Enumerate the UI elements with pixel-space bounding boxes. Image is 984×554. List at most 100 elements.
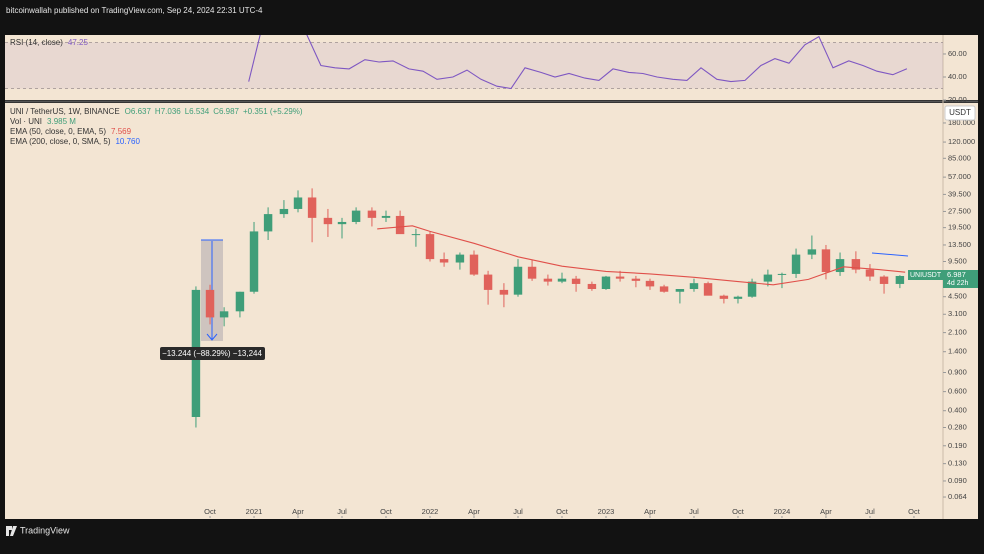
- candle-body: [645, 280, 655, 287]
- y-tick-label: 60.00: [948, 49, 967, 58]
- y-tick-label: 85.000: [948, 153, 971, 162]
- x-tick-label: 2022: [422, 507, 439, 516]
- rsi-title: RSI (14, close) 47.25: [10, 38, 88, 47]
- measure-label-box: [160, 347, 265, 360]
- candle-body: [235, 291, 245, 312]
- ema-line: [377, 225, 906, 286]
- y-tick-label: 0.280: [948, 422, 967, 431]
- candle-body: [879, 276, 889, 284]
- price-plot: [191, 188, 909, 428]
- measure-arrowhead: [206, 333, 218, 341]
- candle-body: [323, 217, 333, 225]
- y-tick-label: 3.100: [948, 309, 967, 318]
- candle-body: [351, 210, 361, 222]
- close: C6.987: [213, 107, 239, 116]
- candle-body: [425, 234, 435, 260]
- legend-ema200: EMA (200, close, 0, SMA, 5) 10.760: [10, 137, 141, 146]
- rsi-line: [248, 35, 908, 90]
- candle-body: [249, 231, 259, 292]
- x-tick-label: Apr: [468, 507, 480, 516]
- x-tick-label: Jul: [337, 507, 347, 516]
- low: L6.534: [185, 107, 210, 116]
- candle-body: [571, 278, 581, 284]
- symbol-tag: [908, 270, 943, 280]
- x-tick-label: Oct: [732, 507, 745, 516]
- legend-ema50: EMA (50, close, 0, EMA, 5) 7.569: [10, 127, 132, 136]
- candle-body: [821, 249, 831, 273]
- x-tick-label: Apr: [644, 507, 656, 516]
- candle-body: [601, 276, 611, 290]
- x-tick-label: Apr: [820, 507, 832, 516]
- candle-body: [439, 259, 449, 263]
- candle-body: [499, 289, 509, 295]
- candle-body: [557, 278, 567, 282]
- y-tick-label: 2.100: [948, 328, 967, 337]
- price-tag: [943, 270, 978, 288]
- ema50-value: 7.569: [111, 127, 132, 136]
- x-tick-label: 2023: [598, 507, 615, 516]
- trend-line: [871, 252, 909, 257]
- candle-body: [851, 259, 861, 270]
- candle-body: [703, 283, 713, 296]
- candle-body: [865, 269, 875, 277]
- x-tick-label: Jul: [689, 507, 699, 516]
- y-tick-label: 0.130: [948, 459, 967, 468]
- candle-body: [719, 295, 729, 299]
- y-tick-label: 0.900: [948, 367, 967, 376]
- symbol: UNI / TetherUS, 1W, BINANCE: [10, 107, 120, 116]
- y-tick-label: 27.500: [948, 206, 971, 215]
- y-tick-label: 0.400: [948, 406, 967, 415]
- y-tick-label: 0.190: [948, 441, 967, 450]
- rsi-name: RSI (14, close): [10, 38, 63, 47]
- candle-body: [733, 296, 743, 299]
- y-tick-label: 0.090: [948, 476, 967, 485]
- logo: [6, 526, 17, 536]
- measure-label: −13.244 (−88.29%) −13,244: [162, 349, 262, 358]
- candle-body: [395, 215, 405, 235]
- candle-body: [835, 259, 845, 273]
- y-tick-label: 39.500: [948, 189, 971, 198]
- candle-body: [791, 254, 801, 274]
- candle-body: [263, 214, 273, 232]
- axes: 60.00 40.00 20.00 180.000 120.000 85.000 57.00…: [204, 49, 975, 518]
- price-tag-countdown: 4d 22h: [947, 280, 969, 287]
- x-tick-label: Jul: [513, 507, 523, 516]
- y-tick-label: 57.000: [948, 172, 971, 181]
- volume-value: 3.985 M: [47, 117, 76, 126]
- candle-body: [469, 254, 479, 275]
- candle-body: [367, 210, 377, 218]
- y-tick-label: 0.064: [948, 492, 967, 501]
- x-tick-label: Oct: [908, 507, 921, 516]
- rsi-pane: [5, 35, 978, 100]
- candle-body: [807, 249, 817, 255]
- y-tick-label: 120.000: [948, 137, 975, 146]
- change: +0.351 (+5.29%): [243, 107, 303, 116]
- candle-body: [747, 281, 757, 297]
- x-tick-label: Oct: [204, 507, 217, 516]
- candle-body: [675, 289, 685, 292]
- symbol-tag-text: UNIUSDT: [910, 272, 942, 279]
- x-tick-label: 2021: [246, 507, 263, 516]
- candle-body: [777, 273, 787, 275]
- ema200-value: 10.760: [115, 137, 140, 146]
- candle-body: [337, 221, 347, 225]
- x-tick-label: 2024: [774, 507, 791, 516]
- ema200-name: EMA (200, close, 0, SMA, 5): [10, 137, 111, 146]
- y-tick-label: 20.00: [948, 95, 967, 104]
- y-tick-label: 19.500: [948, 223, 971, 232]
- volume-name: Vol · UNI: [10, 117, 42, 126]
- y-tick-label: 0.600: [948, 387, 967, 396]
- currency-box[interactable]: [944, 105, 976, 121]
- candle-body: [763, 274, 773, 282]
- open: O6.637: [125, 107, 152, 116]
- candle-body: [615, 276, 625, 279]
- currency[interactable]: USDT: [949, 108, 971, 117]
- y-tick-label: 40.00: [948, 72, 967, 81]
- candle-body: [527, 266, 537, 279]
- y-tick-label: 9.500: [948, 257, 967, 266]
- candle-body: [543, 278, 553, 282]
- candle-body: [293, 197, 303, 209]
- candle-body: [205, 289, 215, 318]
- candle-body: [513, 266, 523, 295]
